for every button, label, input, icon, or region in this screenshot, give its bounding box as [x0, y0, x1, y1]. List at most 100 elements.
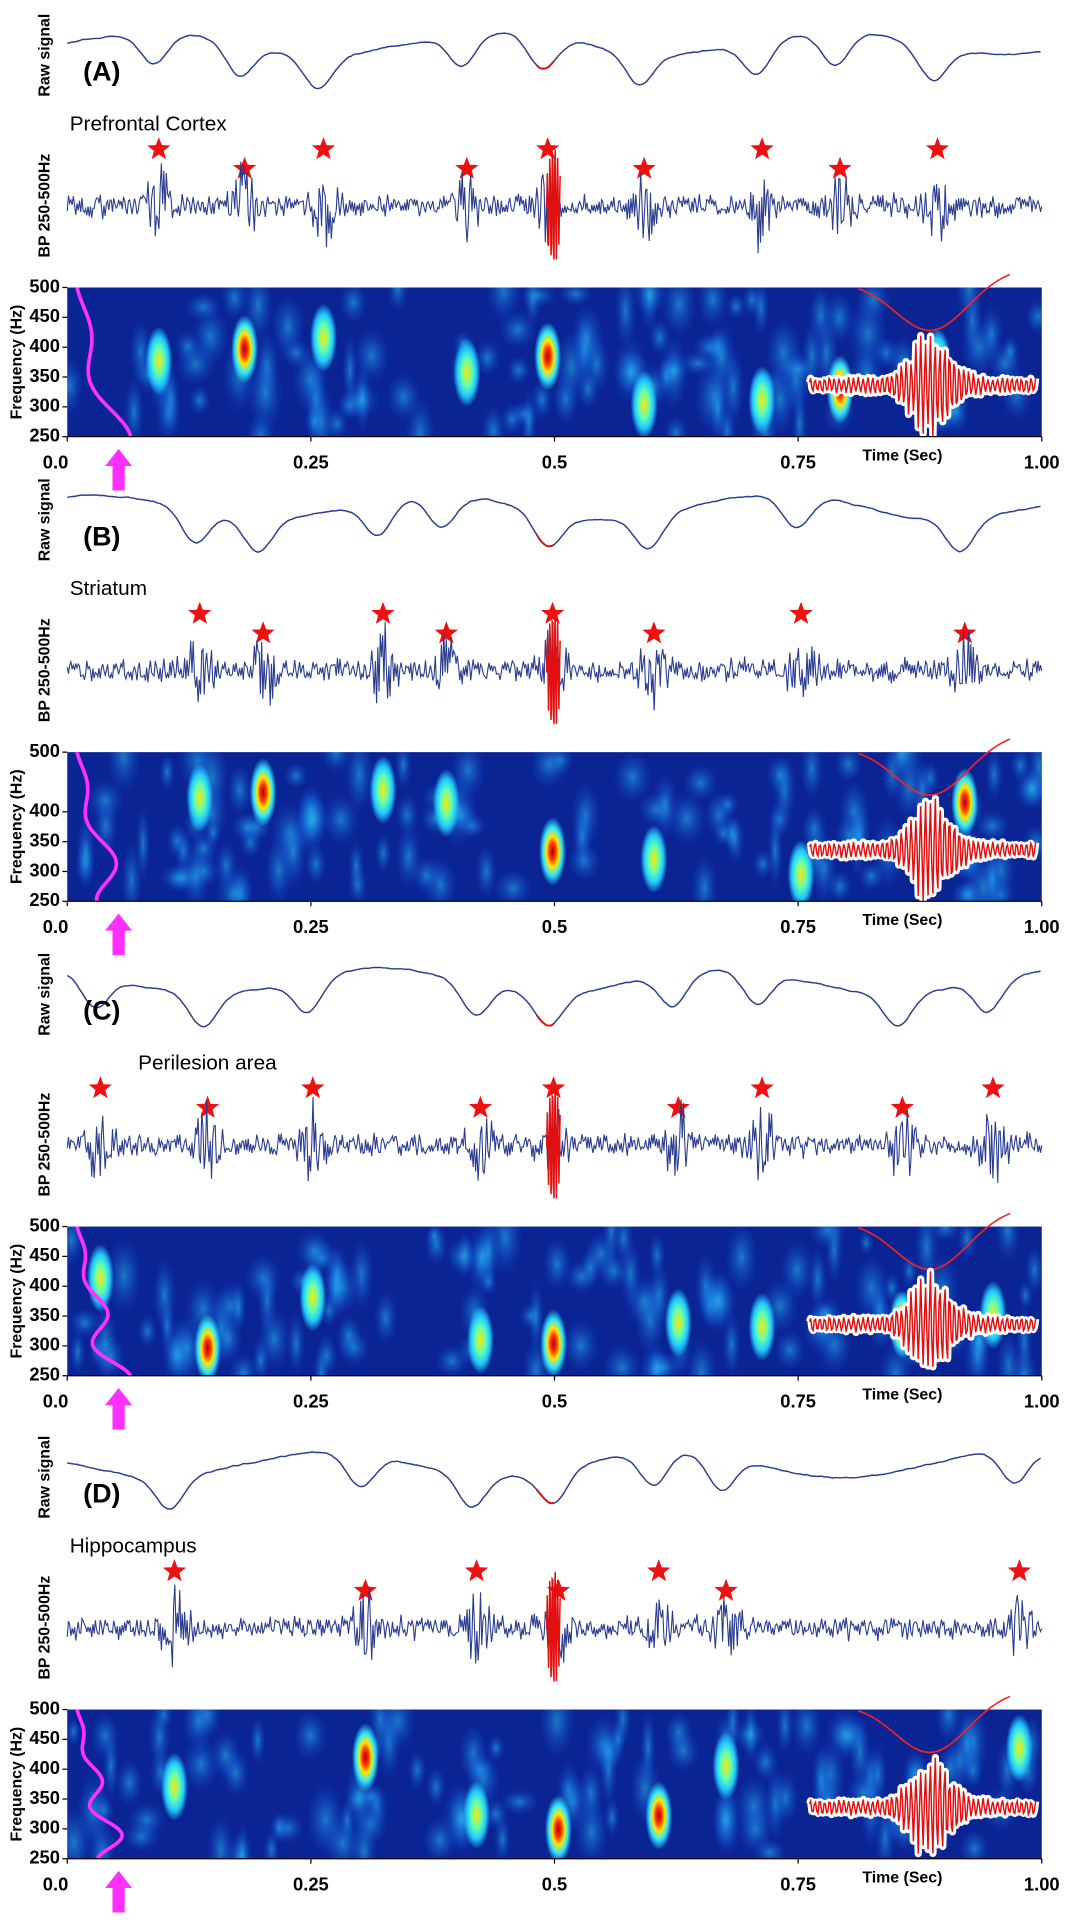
y-tick-label: 350: [29, 1787, 60, 1808]
spectral-peak: [640, 824, 668, 894]
spectrogram: [67, 1709, 1042, 1859]
spectral-blob: [610, 1718, 627, 1760]
spectral-blob: [124, 376, 145, 437]
spectral-blob: [305, 843, 327, 886]
spectral-blob: [210, 1730, 241, 1781]
spectral-blob: [713, 820, 734, 847]
x-tick-label: 0.75: [780, 1873, 816, 1894]
spectral-blob: [1019, 766, 1042, 810]
spectrogram: [67, 287, 1042, 437]
x-tick-label: 1.00: [1024, 1390, 1060, 1411]
ripple-star: [88, 1076, 113, 1099]
spectral-blob: [808, 1226, 847, 1250]
spectral-peak: [748, 1292, 776, 1362]
spectral-blob: [191, 306, 229, 368]
spectral-peak: [310, 303, 337, 373]
spectral-blob: [76, 814, 95, 891]
spectral-blob: [519, 287, 556, 309]
spectral-blob: [539, 1709, 575, 1759]
spectral-blob: [220, 287, 249, 320]
raw-label: Raw signal: [36, 1436, 53, 1519]
spectral-blob: [227, 763, 253, 817]
spectrogram: [67, 1226, 1042, 1376]
spectral-blob: [648, 319, 671, 356]
spectral-blob: [137, 1314, 158, 1348]
inset-burst: [808, 1271, 1037, 1367]
spectral-blob: [901, 1254, 918, 1288]
ripple-star: [311, 137, 336, 160]
spectral-peak: [194, 1314, 222, 1376]
region-label: Striatum: [70, 577, 147, 600]
spectral-blob: [834, 752, 863, 783]
spectral-peak: [951, 768, 979, 837]
ripple-star: [1007, 1559, 1032, 1582]
spectral-blob: [959, 1829, 989, 1859]
ripple-star: [714, 1578, 738, 1601]
spectral-blob: [571, 807, 593, 868]
spectral-blob: [295, 1229, 333, 1272]
spectral-blob: [69, 1329, 86, 1376]
inset-raw: [858, 273, 1011, 332]
y-tick-label: 250: [29, 425, 60, 446]
y-tick-label: 300: [29, 395, 60, 416]
spectral-blob: [148, 1709, 171, 1770]
spectral-peak: [748, 366, 776, 435]
spectral-blob: [741, 287, 762, 317]
ripple-star: [196, 1095, 220, 1118]
x-tick-label: 0.25: [293, 1390, 329, 1411]
spectral-blob: [652, 771, 678, 839]
spectral-blob: [313, 1345, 330, 1376]
spectral-peak: [645, 1781, 673, 1850]
y-tick-label: 300: [29, 1334, 60, 1355]
ripple-star: [750, 137, 774, 160]
inset-raw: [858, 738, 1011, 796]
spectral-blob: [725, 1226, 758, 1293]
y-tick-label: 500: [29, 740, 60, 761]
spectral-blob: [697, 287, 729, 328]
x-tick-label: 0.0: [43, 916, 68, 937]
spectral-blob: [207, 1814, 234, 1859]
spectral-peak: [544, 1795, 572, 1859]
y-axis-label: Frequency (Hz): [8, 1244, 25, 1359]
spectral-blob: [293, 1710, 328, 1761]
spectral-blob: [385, 372, 422, 422]
spectral-blob: [530, 752, 568, 790]
ripple-star: [232, 156, 257, 179]
spectral-blob: [475, 844, 498, 899]
y-tick-label: 500: [29, 1697, 60, 1718]
y-tick-label: 250: [29, 1364, 60, 1385]
spectral-blob: [691, 855, 718, 902]
y-tick-label: 350: [29, 829, 60, 850]
ripple-star: [468, 1095, 493, 1118]
spectral-blob: [791, 1709, 823, 1756]
x-tick-label: 0.75: [780, 916, 816, 937]
spectral-blob: [375, 833, 392, 874]
raw-signal-highlight: [536, 60, 555, 70]
y-tick-label: 350: [29, 365, 60, 386]
spectral-blob: [287, 1312, 306, 1375]
spectral-blob: [123, 1821, 160, 1852]
spectral-blob: [252, 1337, 270, 1376]
spectral-blob: [379, 1709, 416, 1751]
spectral-blob: [181, 845, 210, 902]
bp-ripple: [545, 1088, 561, 1199]
raw-label: Raw signal: [36, 14, 53, 97]
spectral-blob: [858, 1230, 874, 1256]
inset-burst: [808, 1757, 1037, 1854]
spectral-blob: [159, 753, 176, 792]
spectral-blob: [188, 384, 211, 416]
spectral-blob: [613, 752, 653, 804]
spectral-blob: [1025, 298, 1042, 335]
x-tick-label: 0.5: [542, 1873, 567, 1894]
spectral-blob: [646, 1352, 681, 1376]
y-tick-label: 400: [29, 1757, 60, 1778]
x-axis-label: Time (Sec): [862, 1869, 942, 1886]
ripple-star: [632, 156, 656, 179]
spectral-peak: [540, 1309, 567, 1376]
spectral-blob: [86, 779, 124, 822]
y-tick-label: 300: [29, 1817, 60, 1838]
inset-burst: [808, 335, 1037, 437]
spectral-blob: [773, 1329, 806, 1370]
spectral-blob: [296, 795, 331, 846]
spectral-peak: [630, 370, 658, 437]
